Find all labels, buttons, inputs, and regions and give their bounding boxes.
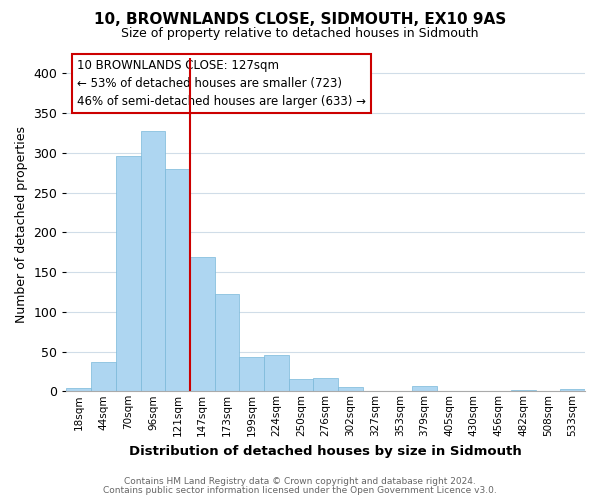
- X-axis label: Distribution of detached houses by size in Sidmouth: Distribution of detached houses by size …: [130, 444, 522, 458]
- Bar: [338, 388, 363, 392]
- Bar: [190, 257, 215, 392]
- Bar: [239, 357, 264, 392]
- Text: Contains public sector information licensed under the Open Government Licence v3: Contains public sector information licen…: [103, 486, 497, 495]
- Bar: [215, 294, 239, 392]
- Text: Contains HM Land Registry data © Crown copyright and database right 2024.: Contains HM Land Registry data © Crown c…: [124, 477, 476, 486]
- Text: 10, BROWNLANDS CLOSE, SIDMOUTH, EX10 9AS: 10, BROWNLANDS CLOSE, SIDMOUTH, EX10 9AS: [94, 12, 506, 28]
- Bar: [511, 390, 536, 392]
- Bar: [264, 354, 289, 392]
- Bar: [560, 389, 585, 392]
- Bar: [313, 378, 338, 392]
- Bar: [289, 378, 313, 392]
- Text: 10 BROWNLANDS CLOSE: 127sqm
← 53% of detached houses are smaller (723)
46% of se: 10 BROWNLANDS CLOSE: 127sqm ← 53% of det…: [77, 59, 366, 108]
- Bar: [165, 169, 190, 392]
- Bar: [412, 386, 437, 392]
- Bar: [140, 130, 165, 392]
- Text: Size of property relative to detached houses in Sidmouth: Size of property relative to detached ho…: [121, 28, 479, 40]
- Bar: [116, 156, 140, 392]
- Bar: [91, 362, 116, 392]
- Bar: [67, 388, 91, 392]
- Y-axis label: Number of detached properties: Number of detached properties: [15, 126, 28, 323]
